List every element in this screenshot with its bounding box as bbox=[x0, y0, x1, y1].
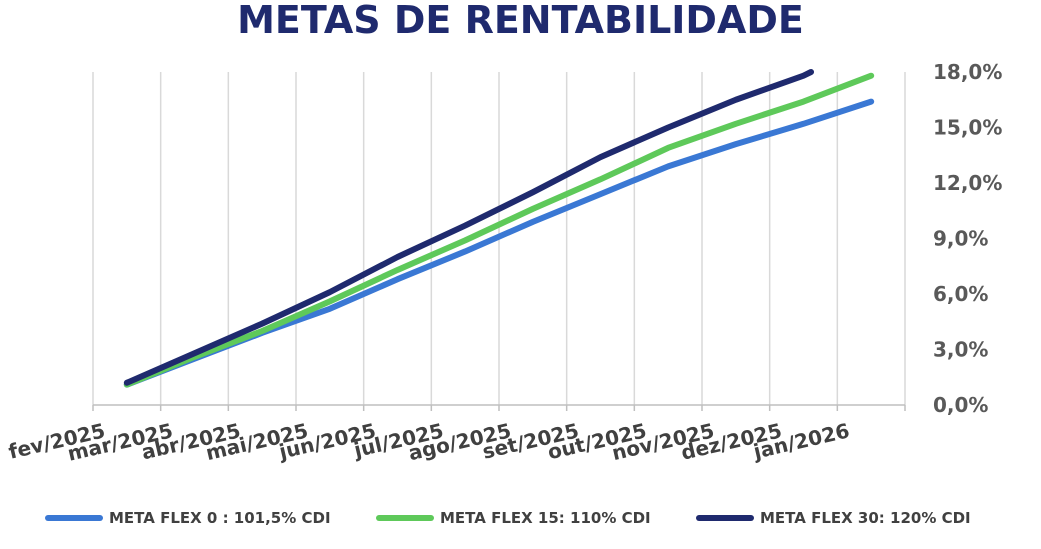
series-line-3 bbox=[123, 69, 815, 386]
legend-label: META FLEX 0 : 101,5% CDI bbox=[109, 509, 331, 527]
chart-title: METAS DE RENTABILIDADE bbox=[237, 0, 804, 42]
gridlines bbox=[92, 72, 906, 405]
y-tick-label: 0,0% bbox=[933, 393, 988, 417]
y-tick-label: 6,0% bbox=[933, 282, 988, 306]
y-tick-label: 18,0% bbox=[933, 60, 1002, 84]
x-axis bbox=[92, 404, 906, 411]
legend-label: META FLEX 15: 110% CDI bbox=[440, 509, 651, 527]
line-chart: 0,0% 3,0% 6,0% 9,0% 12,0% 15,0% 18,0% fev/2025… bbox=[6, 60, 1002, 466]
y-tick-label: 9,0% bbox=[933, 227, 988, 251]
series-lines bbox=[123, 69, 875, 388]
y-axis-ticks: 0,0% 3,0% 6,0% 9,0% 12,0% 15,0% 18,0% bbox=[933, 60, 1002, 417]
series-line-2 bbox=[123, 72, 875, 388]
legend-swatch bbox=[45, 515, 103, 521]
legend-swatch bbox=[376, 515, 434, 521]
legend-item: META FLEX 15: 110% CDI bbox=[376, 505, 651, 531]
legend-item: META FLEX 0 : 101,5% CDI bbox=[45, 505, 331, 531]
legend: META FLEX 0 : 101,5% CDI META FLEX 15: 11… bbox=[0, 505, 1041, 531]
legend-swatch bbox=[696, 515, 754, 521]
y-tick-label: 3,0% bbox=[933, 338, 988, 362]
y-tick-label: 12,0% bbox=[933, 171, 1002, 195]
y-tick-label: 15,0% bbox=[933, 116, 1002, 140]
x-axis-ticks: fev/2025mar/2025abr/2025mai/2025jun/2025… bbox=[6, 418, 851, 465]
legend-label: META FLEX 30: 120% CDI bbox=[760, 509, 971, 527]
legend-item: META FLEX 30: 120% CDI bbox=[696, 505, 971, 531]
